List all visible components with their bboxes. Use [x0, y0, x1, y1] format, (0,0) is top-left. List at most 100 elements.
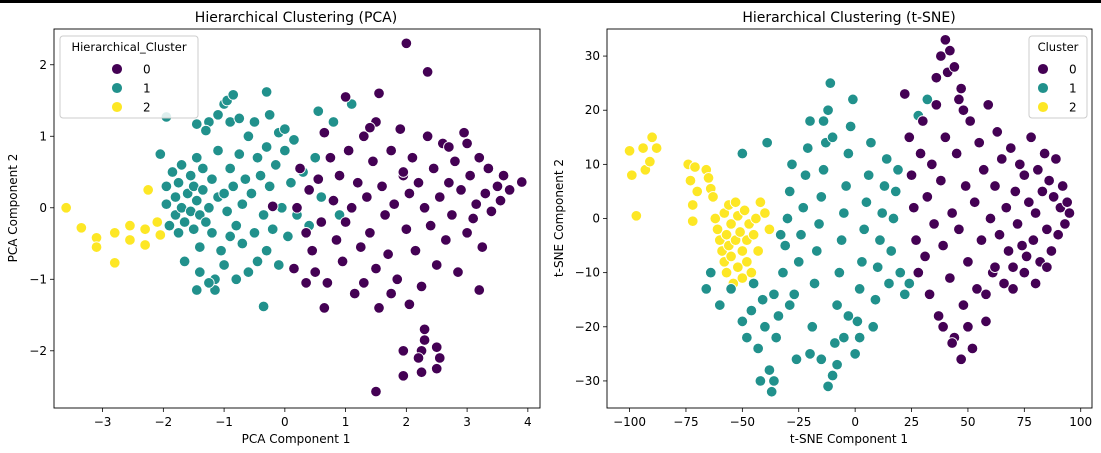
- scatter-point-cluster-1: [200, 124, 212, 137]
- scatter-point-cluster-0: [957, 299, 970, 311]
- scatter-point-cluster-0: [497, 169, 510, 182]
- scatter-point-cluster-0: [473, 151, 486, 164]
- scatter-point-cluster-0: [306, 244, 318, 257]
- scatter-point-cluster-0: [955, 82, 967, 95]
- scatter-point-cluster-1: [815, 353, 828, 366]
- scatter-point-cluster-1: [239, 173, 252, 185]
- scatter-point-cluster-1: [806, 321, 819, 333]
- scatter-point-cluster-1: [248, 227, 261, 239]
- scatter-point-cluster-0: [364, 121, 376, 134]
- y-tick-label: 0: [592, 212, 600, 226]
- scatter-point-cluster-2: [763, 223, 776, 236]
- legend-marker-cluster-0: [1037, 63, 1049, 75]
- legend-box: [1028, 35, 1088, 119]
- scatter-point-cluster-2: [154, 229, 167, 241]
- scatter-point-cluster-2: [734, 226, 746, 238]
- scatter-point-cluster-1: [327, 116, 340, 128]
- scatter-point-cluster-1: [160, 198, 173, 210]
- scatter-point-cluster-1: [184, 169, 197, 182]
- scatter-point-cluster-1: [829, 337, 841, 349]
- scatter-point-cluster-0: [355, 241, 367, 253]
- scatter-point-cluster-0: [962, 256, 974, 268]
- scatter-point-cluster-0: [1020, 250, 1033, 263]
- y-tick-label: 20: [585, 103, 600, 117]
- scatter-point-cluster-2: [736, 245, 749, 257]
- scatter-point-cluster-0: [1036, 185, 1049, 198]
- scatter-point-cluster-0: [430, 259, 443, 271]
- scatter-point-cluster-1: [770, 331, 782, 344]
- scatter-point-cluster-0: [461, 227, 473, 239]
- scatter-point-cluster-0: [376, 180, 388, 193]
- scatter-point-cluster-1: [194, 266, 206, 278]
- x-axis-label: PCA Component 1: [242, 432, 351, 446]
- legend-label: 1: [143, 82, 151, 96]
- x-axis-label: t-SNE Component 1: [790, 432, 908, 446]
- scatter-point-cluster-2: [720, 266, 733, 279]
- legend-marker-cluster-2: [1037, 101, 1049, 113]
- scatter-point-cluster-2: [725, 250, 737, 263]
- scatter-point-cluster-2: [139, 239, 151, 251]
- scatter-point-cluster-0: [403, 298, 416, 311]
- scatter-point-cluster-0: [303, 184, 315, 196]
- scatter-point-cluster-1: [194, 241, 206, 253]
- scatter-point-cluster-0: [1007, 261, 1019, 273]
- scatter-point-cluster-1: [260, 86, 273, 98]
- scatter-point-cluster-0: [989, 261, 1001, 273]
- legend-label: 2: [143, 101, 151, 115]
- scatter-point-cluster-0: [434, 191, 446, 203]
- y-tick-label: −1: [29, 272, 47, 286]
- scatter-point-cluster-1: [224, 162, 236, 175]
- scatter-point-cluster-0: [385, 144, 397, 157]
- scatter-point-cluster-1: [169, 191, 182, 203]
- y-tick-label: 10: [585, 157, 600, 171]
- scatter-point-cluster-0: [939, 131, 952, 144]
- scatter-point-cluster-2: [139, 223, 151, 235]
- scatter-point-cluster-1: [822, 380, 834, 393]
- scatter-point-cluster-1: [236, 198, 249, 210]
- scatter-point-cluster-1: [835, 234, 848, 246]
- scatter-point-cluster-1: [260, 141, 273, 153]
- scatter-point-cluster-0: [315, 216, 328, 228]
- x-tick-label: 100: [1069, 415, 1092, 429]
- scatter-point-cluster-1: [163, 219, 176, 232]
- scatter-point-cluster-0: [1027, 234, 1040, 246]
- scatter-point-cluster-0: [919, 250, 931, 263]
- scatter-point-cluster-1: [779, 239, 791, 252]
- scatter-point-cluster-0: [446, 209, 458, 221]
- scatter-point-cluster-0: [455, 184, 467, 196]
- scatter-point-cluster-0: [452, 266, 464, 278]
- scatter-point-cluster-1: [876, 207, 888, 219]
- scatter-point-cluster-0: [996, 153, 1008, 165]
- scatter-point-cluster-2: [686, 199, 699, 211]
- scatter-point-cluster-0: [914, 147, 927, 160]
- scatter-point-cluster-0: [309, 266, 321, 278]
- legend-marker-cluster-2: [111, 101, 123, 113]
- scatter-point-cluster-0: [491, 180, 504, 193]
- x-tick-label: −3: [94, 415, 112, 429]
- scatter-point-cluster-1: [783, 185, 796, 198]
- scatter-point-cluster-0: [397, 345, 410, 357]
- scatter-point-cluster-2: [747, 228, 760, 241]
- scatter-point-cluster-0: [912, 266, 925, 279]
- scatter-point-cluster-1: [867, 321, 879, 333]
- scatter-point-cluster-1: [887, 212, 900, 225]
- pca-scatter-panel: Hierarchical Clustering (PCA) PCA Compon…: [6, 10, 541, 446]
- scatter-point-cluster-0: [1043, 174, 1055, 187]
- scatter-point-cluster-0: [403, 187, 416, 200]
- x-tick-label: −1: [215, 415, 233, 429]
- scatter-point-cluster-0: [324, 151, 337, 164]
- scatter-point-cluster-0: [464, 169, 476, 182]
- legend: Hierarchical_Cluster 0 1 2: [59, 35, 199, 119]
- scatter-point-cluster-0: [318, 126, 331, 139]
- scatter-point-cluster-0: [917, 115, 929, 127]
- scatter-point-cluster-0: [516, 176, 528, 188]
- scatter-point-cluster-1: [700, 283, 713, 295]
- scatter-point-cluster-0: [336, 255, 349, 268]
- scatter-point-cluster-0: [443, 141, 455, 153]
- scatter-point-cluster-1: [257, 300, 270, 313]
- scatter-point-cluster-0: [982, 99, 994, 111]
- scatter-point-cluster-1: [233, 148, 246, 160]
- scatter-point-cluster-1: [815, 191, 828, 203]
- scatter-point-cluster-0: [1032, 164, 1044, 176]
- scatter-point-cluster-1: [921, 93, 934, 106]
